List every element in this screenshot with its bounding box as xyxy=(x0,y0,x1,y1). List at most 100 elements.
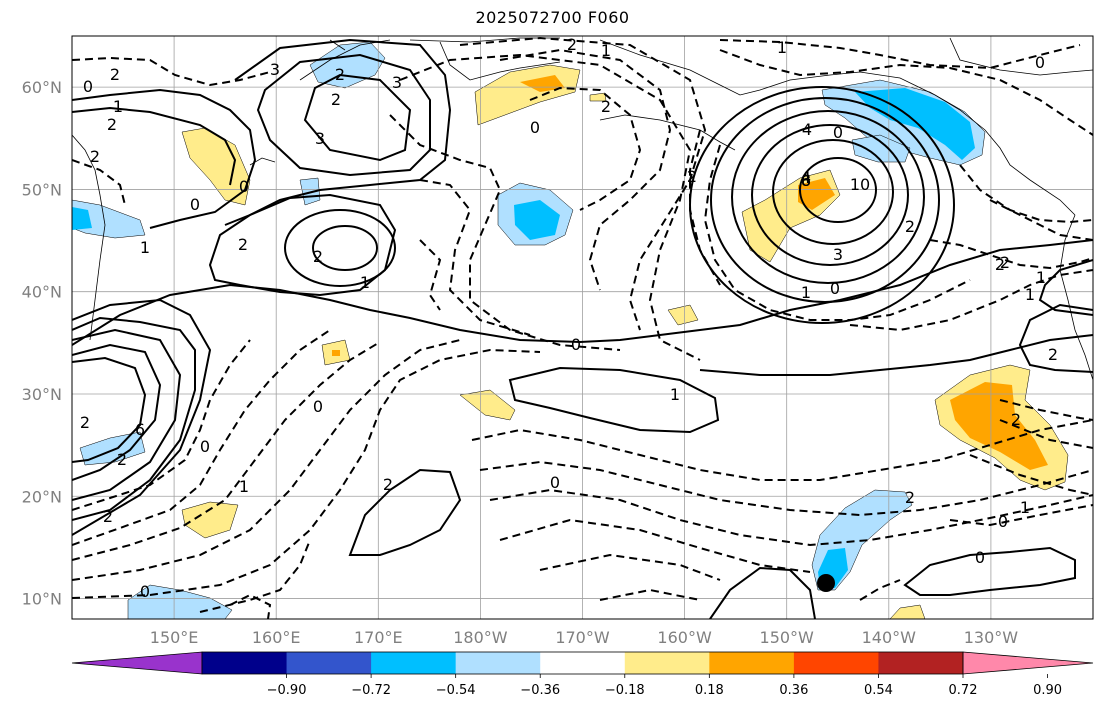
colorbar-segment xyxy=(286,652,372,674)
colorbar-segment xyxy=(709,652,795,674)
lat-tick-label: 40°N xyxy=(22,283,62,302)
contour-label: 3 xyxy=(270,60,280,79)
contour-label: 6 xyxy=(801,171,811,190)
shade-light-yellow xyxy=(589,92,607,102)
contour-label: 2 xyxy=(238,235,248,254)
colorbar-segment xyxy=(540,652,626,674)
contour-label: 8 xyxy=(801,171,811,190)
contour-label: 2 xyxy=(107,115,117,134)
contour-label: 3 xyxy=(315,129,325,148)
contour-label: 4 xyxy=(801,168,811,187)
contour-label: 0 xyxy=(140,582,150,601)
colorbar: −0.90 −0.72 −0.54 −0.36 −0.18 0.18 0.36 0.54 0.7… xyxy=(71,651,1094,698)
contour-label: 1 xyxy=(1020,498,1030,517)
contour-label: 2 xyxy=(103,507,113,526)
lon-tick-label: 150°W xyxy=(760,628,815,647)
colorbar-tick-label: 0.54 xyxy=(864,683,893,698)
colorbar-tick-label: 0.90 xyxy=(1033,683,1062,698)
map-title: 2025072700 F060 xyxy=(475,8,630,27)
shade-cyan xyxy=(72,207,92,230)
contour-label: 2 xyxy=(687,167,697,186)
contour-label: 0 xyxy=(571,335,581,354)
colorbar-segment xyxy=(878,652,964,674)
shade-orange xyxy=(332,350,340,356)
contour-label: 1 xyxy=(1025,285,1035,304)
contour-label: 3 xyxy=(833,245,843,264)
contour-label: 1 xyxy=(140,238,150,257)
contour-label: 1 xyxy=(601,41,611,60)
colorbar-segment xyxy=(371,652,457,674)
contour-label: 10 xyxy=(850,175,870,194)
shade-cyan xyxy=(855,88,975,160)
contour-label: 0 xyxy=(833,123,843,142)
contour-label: 2 xyxy=(383,475,393,494)
contour-label: 2 xyxy=(567,35,577,54)
lon-tick-label: 150°E xyxy=(150,628,199,647)
solid-contours xyxy=(72,38,1093,619)
contour-label: 2 xyxy=(110,65,120,84)
contour-label: 1 xyxy=(360,273,370,292)
shade-light-yellow xyxy=(889,604,926,619)
contour-label: 2 xyxy=(601,97,611,116)
contour-label: 0 xyxy=(83,77,93,96)
lat-tick-label: 50°N xyxy=(22,180,62,199)
lon-tick-label: 140°W xyxy=(862,628,917,647)
map-frame xyxy=(71,35,1094,620)
colorbar-tick-label: −0.72 xyxy=(351,683,391,698)
colorbar-segment xyxy=(793,652,879,674)
contour-label: 0 xyxy=(975,548,985,567)
contour-label: 2 xyxy=(1011,410,1021,429)
colorbar-tick-label: 0.72 xyxy=(949,683,978,698)
shade-orange xyxy=(950,382,1048,470)
contour-label: 0 xyxy=(190,195,200,214)
shade-orange xyxy=(798,178,835,210)
contour-label: 0 xyxy=(530,118,540,137)
contour-label: 2 xyxy=(335,65,345,84)
contour-label: 2 xyxy=(80,413,90,432)
lon-tick-label: 170°W xyxy=(555,628,610,647)
colorbar-segment xyxy=(202,652,288,674)
contour-label: 1 xyxy=(777,38,787,57)
colorbar-tick-label: 0.18 xyxy=(695,683,724,698)
lat-tick-label: 20°N xyxy=(22,487,62,506)
contour-label: 2 xyxy=(995,255,1005,274)
lon-tick-label: 160°E xyxy=(252,628,301,647)
lat-tick-label: 10°N xyxy=(22,590,62,609)
shade-cyan xyxy=(514,200,560,240)
lon-tick-label: 170°E xyxy=(354,628,403,647)
lat-tick-labels: 10°N 20°N 30°N 40°N 50°N 60°N xyxy=(22,78,62,608)
colorbar-segment xyxy=(455,652,541,674)
contour-label: 6 xyxy=(135,420,145,439)
colorbar-extend-min xyxy=(71,651,203,675)
contour-label: 4 xyxy=(802,120,812,139)
contour-label: 3 xyxy=(392,73,402,92)
colorbar-tick-label: 0.36 xyxy=(779,683,808,698)
lon-tick-label: 130°W xyxy=(964,628,1019,647)
contour-label: 2 xyxy=(905,488,915,507)
contour-label: 0 xyxy=(1035,53,1045,72)
colorbar-extend-max xyxy=(962,651,1094,675)
colorbar-segment xyxy=(624,652,710,674)
contour-label: 0 xyxy=(550,473,560,492)
lon-tick-labels: 150°E 160°E 170°E 180°W 170°W 160°W 150°W 140°W… xyxy=(150,628,1018,647)
colorbar-tick-label: −0.90 xyxy=(267,683,307,698)
contour-label: 1 xyxy=(1036,268,1046,287)
contour-label: 0 xyxy=(200,437,210,456)
contour-label: 0 xyxy=(998,512,1008,531)
lat-tick-label: 30°N xyxy=(22,385,62,404)
colorbar-tick-label: −0.18 xyxy=(605,683,645,698)
colorbar-frame xyxy=(201,651,964,675)
contour-label: 2 xyxy=(117,450,127,469)
contour-label: 0 xyxy=(239,177,249,196)
contour-label: 1 xyxy=(239,477,249,496)
shade-light-blue xyxy=(851,134,911,163)
lon-tick-label: 180°W xyxy=(453,628,508,647)
shade-light-yellow xyxy=(459,389,516,421)
contour-label: 2 xyxy=(1000,253,1010,272)
colorbar-tick-label: −0.36 xyxy=(520,683,560,698)
contour-label: 1 xyxy=(670,385,680,404)
shade-light-yellow xyxy=(667,304,699,326)
shaded-fields xyxy=(72,41,1069,619)
